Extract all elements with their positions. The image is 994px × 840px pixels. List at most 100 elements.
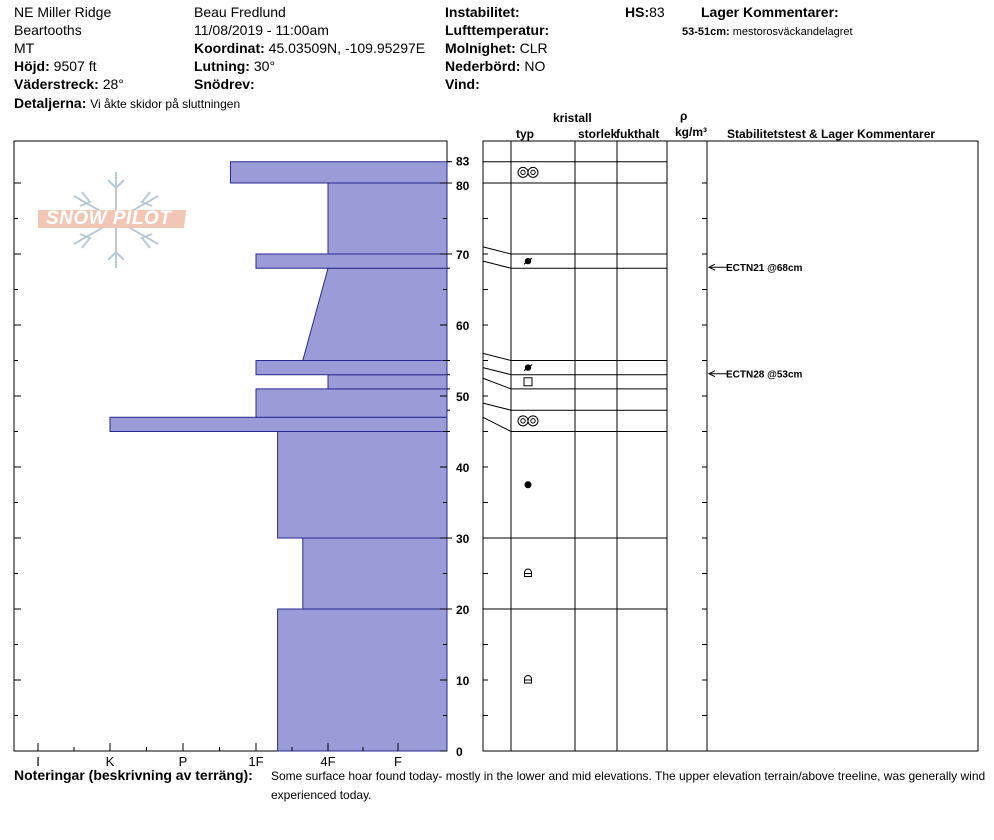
observer-name: Beau Fredlund xyxy=(194,4,286,20)
snowflake-icon xyxy=(38,172,187,268)
depth-label: 30 xyxy=(456,532,470,546)
airtemp-field: Lufttemperatur: xyxy=(445,22,549,38)
col-density-unit: kg/m³ xyxy=(675,125,708,139)
boundary-spacer xyxy=(455,417,483,431)
hoar-ring xyxy=(517,415,529,427)
aspect-field: Väderstreck: 28° xyxy=(14,76,124,92)
round-dot xyxy=(524,481,532,489)
depth-label: 80 xyxy=(456,179,470,193)
depth-label: 83 xyxy=(456,155,470,169)
hardness-tick-label: 1F xyxy=(248,754,263,769)
hardness-tick-label: P xyxy=(179,754,188,769)
hardness-tick-label: 4F xyxy=(320,754,335,769)
depth-label: 20 xyxy=(456,603,470,617)
fr-slash xyxy=(523,364,533,372)
stability-arrow-icon xyxy=(707,263,716,271)
layer-bar xyxy=(229,161,448,184)
coordinate-label: Koordinat: xyxy=(194,40,265,56)
details-value: Vi åkte skidor på sluttningen xyxy=(90,97,241,111)
col-density-symbol: ρ xyxy=(680,109,688,123)
boundary-connector xyxy=(482,246,512,255)
layer-bar xyxy=(109,416,448,432)
boundary-connector xyxy=(482,367,512,376)
depth-label: 40 xyxy=(456,461,470,475)
notes-label: Noteringar (beskrivning av terräng): xyxy=(14,767,253,783)
depth-label: 50 xyxy=(456,390,470,404)
location-name: NE Miller Ridge xyxy=(14,4,112,20)
sky-field: Molnighet: CLR xyxy=(445,40,548,56)
col-type: typ xyxy=(516,127,534,141)
slope-value: 30° xyxy=(253,58,276,74)
layer-comment: 53-51cm: mestorosväckandelagret xyxy=(682,24,853,40)
aspect-value: 28° xyxy=(102,76,124,92)
mf-cap xyxy=(524,568,532,577)
layer-bar xyxy=(255,253,448,269)
hs-value: 83 xyxy=(649,4,665,20)
aspect-label: Väderstreck: xyxy=(14,76,99,92)
surface-hoar-icon xyxy=(517,415,539,427)
drift-field: Snödrev: xyxy=(194,76,255,92)
boundary-spacer xyxy=(455,378,483,389)
observation-datetime: 11/08/2019 - 11:00am xyxy=(194,22,329,38)
slope-label: Lutning: xyxy=(194,58,250,74)
hoar-core xyxy=(520,418,526,424)
table-frame xyxy=(482,140,979,752)
col-moisture: fukthalt xyxy=(616,127,660,141)
layer-bar xyxy=(255,360,448,376)
state: MT xyxy=(14,40,35,56)
surface-hoar-icon xyxy=(517,166,539,178)
layer-bar xyxy=(327,182,448,255)
slope-field: Lutning: 30° xyxy=(194,58,275,74)
hoar-ring xyxy=(527,415,539,427)
grain-table: ECTN21 @68cm ECTN28 @53cm xyxy=(447,140,979,752)
hardness-profile: I K P 1F 4F F 0 10 20 30 40 50 60 70 80 83 xyxy=(13,140,470,769)
faceted-rounded-icon xyxy=(523,257,533,265)
depth-label: 10 xyxy=(456,674,470,688)
sky-value: CLR xyxy=(519,40,548,56)
hoar-core xyxy=(530,418,536,424)
layer-bar xyxy=(277,608,448,752)
boundary-connector xyxy=(482,377,512,390)
depth-label: 0 xyxy=(456,745,463,759)
precip-label: Nederbörd: xyxy=(445,58,521,74)
boundary-spacer xyxy=(455,403,483,410)
airtemp-label: Lufttemperatur: xyxy=(445,22,550,38)
notes-line-2: experienced today. xyxy=(271,788,372,802)
hs-label: HS: xyxy=(625,4,650,20)
col-crystal: kristall xyxy=(553,111,592,125)
fr-slash xyxy=(523,257,533,265)
depth-label: 60 xyxy=(456,319,470,333)
mf-cap xyxy=(524,675,532,684)
coordinate-value: 45.03509N, -109.95297E xyxy=(268,40,426,56)
melt-freeze-icon xyxy=(524,675,532,684)
wind-label: Vind: xyxy=(445,76,480,92)
layer-bar xyxy=(277,431,448,539)
coordinate-field: Koordinat: 45.03509N, -109.95297E xyxy=(194,40,425,56)
rounded-icon xyxy=(524,481,532,489)
boundary-spacer xyxy=(455,368,483,375)
layer-comment-range: 53-51cm: xyxy=(682,26,730,38)
stability-arrow-icon xyxy=(707,370,716,378)
precip-field: Nederbörd: NO xyxy=(445,58,545,74)
layer-comment-text: mestorosväckandelagret xyxy=(732,26,853,38)
col-stability: Stabilitetstest & Lager Kommentarer xyxy=(727,127,936,141)
hs-field: HS:83 xyxy=(625,4,665,20)
instability-label: Instabilitet: xyxy=(445,4,520,20)
facet-square xyxy=(523,377,533,387)
boundary-connector xyxy=(482,416,512,432)
boundary-spacer xyxy=(455,353,483,360)
hardness-tick-label: K xyxy=(106,754,115,769)
hardness-tick-label: I xyxy=(36,754,40,769)
layer-bar xyxy=(327,374,448,390)
hoar-core xyxy=(530,169,536,176)
wind-field: Vind: xyxy=(445,76,480,92)
hardness-tick-label: F xyxy=(394,754,402,769)
col-size: storlek xyxy=(578,127,618,141)
boundary-spacer xyxy=(455,261,483,268)
depth-label: 70 xyxy=(456,248,470,262)
snowpilot-logo: SNOW PILOT xyxy=(38,170,198,270)
drift-label: Snödrev: xyxy=(194,76,255,92)
layer-bar xyxy=(255,388,448,418)
hoar-ring xyxy=(527,166,539,178)
